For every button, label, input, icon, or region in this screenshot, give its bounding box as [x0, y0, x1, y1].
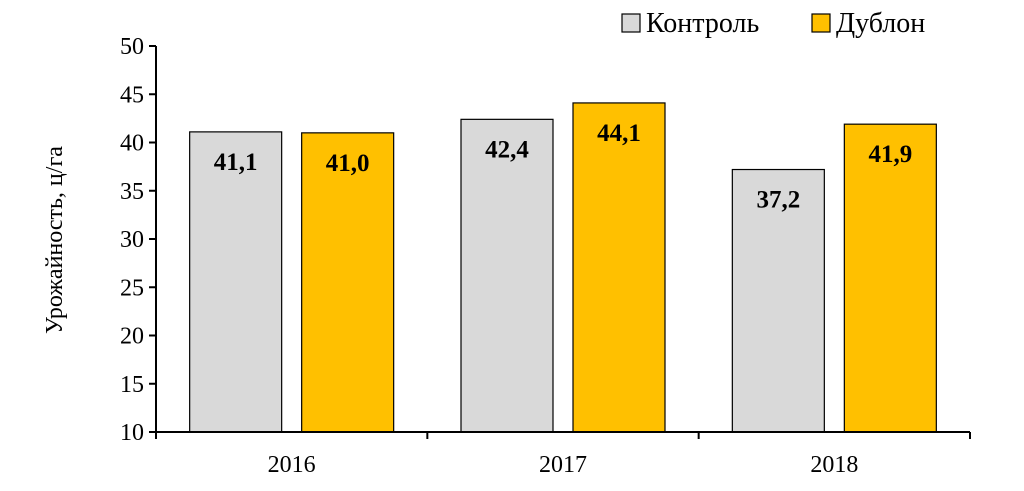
legend-swatch	[621, 13, 641, 33]
axes-group: 10 15 20 25 30 35 40 45 50 2016 2017 2018	[120, 34, 971, 478]
y-tick-label: 25	[120, 275, 144, 301]
y-tick-label: 35	[120, 179, 144, 205]
bar-control	[731, 168, 825, 433]
y-tick-label: 40	[120, 131, 144, 157]
y-tick-label: 15	[120, 372, 144, 398]
legend-label: Дублон	[836, 8, 925, 39]
y-axis-label: Урожайность, ц/га	[42, 146, 68, 334]
bar-dublon	[301, 132, 395, 433]
x-tick-label: 2016	[268, 452, 316, 478]
y-tick-label: 30	[120, 227, 144, 253]
y-tick-label: 20	[120, 324, 144, 350]
bar-dublon	[572, 102, 666, 433]
bar-control	[460, 118, 554, 433]
data-label: 42,4	[485, 136, 529, 163]
legend-swatch	[811, 13, 831, 33]
bar-control	[189, 131, 283, 433]
bars-group: 41,1 41,0 42,4 44,1 37,2 41,9	[189, 102, 937, 433]
data-label: 41,1	[214, 149, 258, 176]
x-tick-label: 2017	[539, 452, 587, 478]
data-label: 44,1	[597, 120, 641, 147]
y-tick-label: 50	[120, 34, 144, 60]
data-label: 37,2	[756, 187, 800, 214]
y-tick-label: 45	[120, 82, 144, 108]
legend-label: Контроль	[646, 8, 759, 39]
data-label: 41,0	[326, 150, 370, 177]
bar-dublon	[843, 123, 937, 433]
x-tick-label: 2018	[810, 452, 858, 478]
data-label: 41,9	[868, 141, 912, 168]
y-tick-label: 10	[120, 420, 144, 446]
legend: Контроль Дублон	[621, 8, 925, 39]
